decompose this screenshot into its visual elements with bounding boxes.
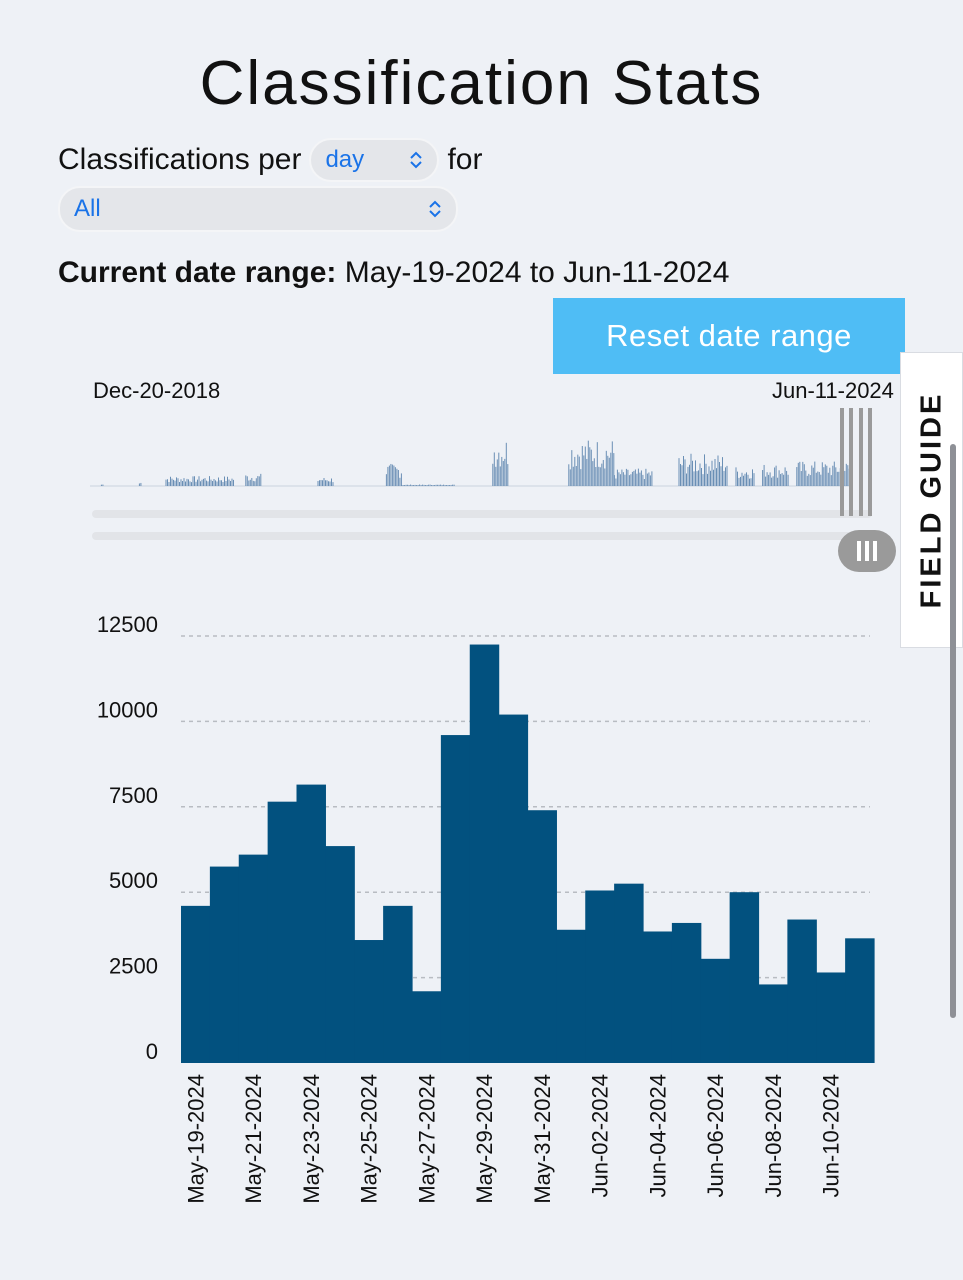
workflow-select-value: All [74, 195, 101, 222]
per-label: Classifications per [58, 143, 302, 176]
x-tick-label: Jun-04-2024 [645, 1074, 670, 1198]
bar[interactable] [556, 929, 586, 1063]
overview-start-label: Dec-20-2018 [93, 378, 221, 403]
brush-selection[interactable] [840, 408, 872, 516]
period-select[interactable]: day [309, 138, 440, 182]
overview-activity-chart[interactable] [90, 430, 850, 488]
workflow-select[interactable]: All [58, 186, 458, 232]
x-tick-label: Jun-10-2024 [819, 1074, 844, 1198]
bar[interactable] [469, 644, 500, 1063]
brush-track-upper [92, 510, 872, 518]
reset-date-range-button[interactable]: Reset date range [553, 298, 905, 374]
overview-activity-segment [165, 476, 234, 486]
y-tick-label: 0 [146, 1039, 158, 1064]
y-tick-label: 2500 [109, 954, 158, 979]
page-scrollbar[interactable] [950, 444, 956, 1018]
bar[interactable] [845, 938, 875, 1063]
overview-activity-segment [317, 477, 334, 486]
bar[interactable] [671, 922, 702, 1063]
bar[interactable] [614, 883, 644, 1063]
overview-activity-segment [796, 461, 850, 486]
for-label: for [447, 143, 483, 176]
x-tick-label: May-21-2024 [241, 1074, 266, 1204]
bar[interactable] [758, 984, 788, 1063]
y-tick-label: 5000 [109, 868, 158, 893]
bar[interactable] [354, 940, 384, 1063]
x-tick-label: May-29-2024 [472, 1074, 497, 1204]
brush-handle-icon[interactable] [838, 530, 896, 572]
bar[interactable] [787, 919, 817, 1063]
overview-activity-segment [138, 482, 142, 486]
bar[interactable] [181, 905, 211, 1063]
bar[interactable] [585, 890, 615, 1063]
per-selector-row: Classifications per day for [58, 138, 482, 182]
x-tick-label: Jun-06-2024 [703, 1074, 728, 1198]
x-tick-label: Jun-02-2024 [588, 1074, 613, 1198]
bar[interactable] [267, 801, 298, 1063]
x-tick-label: May-31-2024 [530, 1074, 555, 1204]
overview-end-label: Jun-11-2024 [772, 378, 894, 403]
overview-activity-segment [678, 453, 728, 486]
overview-activity-segment [100, 484, 104, 486]
bar[interactable] [729, 892, 760, 1063]
bar[interactable] [527, 810, 557, 1063]
bar[interactable] [209, 866, 240, 1063]
bar[interactable] [700, 958, 731, 1063]
chevron-updown-icon [429, 200, 441, 218]
bar[interactable] [412, 991, 442, 1063]
overview-activity-segment [762, 464, 789, 486]
brush-track-lower [92, 532, 872, 540]
y-tick-label: 7500 [109, 783, 158, 808]
x-tick-label: May-25-2024 [357, 1074, 382, 1204]
bar[interactable] [325, 846, 355, 1063]
date-range-line: Current date range: May-19-2024 to Jun-1… [58, 256, 729, 290]
bar[interactable] [238, 854, 269, 1063]
overview-activity-segment [245, 473, 262, 486]
page-title: Classification Stats [199, 49, 764, 118]
bar[interactable] [383, 905, 413, 1063]
date-range-value: May-19-2024 to Jun-11-2024 [344, 256, 730, 289]
bar[interactable] [816, 972, 846, 1063]
bar[interactable] [498, 714, 529, 1063]
overview-activity-segment [613, 468, 653, 486]
overview-activity-segment [735, 467, 755, 486]
x-tick-label: May-27-2024 [414, 1074, 439, 1204]
period-select-value: day [325, 146, 365, 173]
y-tick-label: 10000 [97, 697, 158, 722]
date-range-label: Current date range: [58, 256, 337, 289]
bar[interactable] [440, 735, 471, 1063]
y-tick-label: 12500 [97, 612, 158, 637]
chevron-updown-icon [410, 151, 423, 169]
bar[interactable] [643, 931, 673, 1063]
x-tick-label: May-23-2024 [299, 1074, 324, 1204]
bar[interactable] [296, 784, 326, 1063]
overview-activity-segment [401, 484, 455, 486]
overview-activity-segment [568, 440, 615, 486]
x-tick-label: Jun-08-2024 [761, 1074, 786, 1198]
overview-activity-segment [492, 442, 509, 486]
overview-activity-segment [385, 463, 402, 486]
x-tick-label: May-19-2024 [183, 1074, 208, 1204]
